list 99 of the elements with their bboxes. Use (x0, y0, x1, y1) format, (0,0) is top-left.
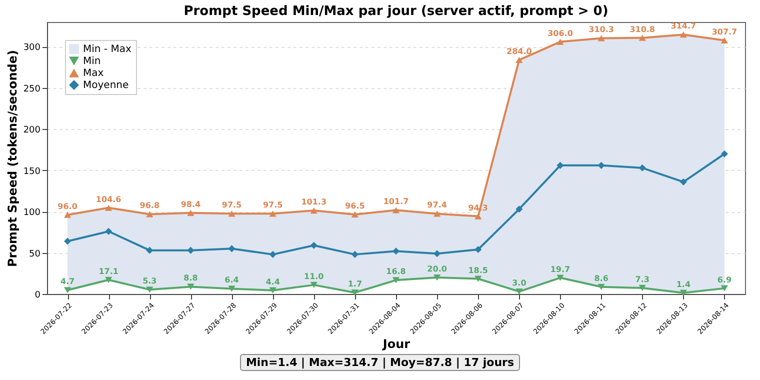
data-label: 97.5 (222, 200, 242, 210)
data-label: 101.7 (383, 197, 409, 206)
data-label: 6.4 (224, 276, 240, 285)
point (105, 204, 112, 211)
point (434, 250, 441, 258)
point (598, 35, 605, 42)
point (146, 286, 154, 293)
data-label: 19.7 (550, 264, 570, 274)
data-label: 310.3 (588, 25, 614, 34)
text: Min=1.4 | Max=314.7 | Moy=87.8 | 17 jours (240, 354, 520, 371)
data-label: 16.8 (386, 267, 406, 276)
point (556, 38, 564, 45)
point (351, 211, 358, 218)
data-label: 307.7 (712, 27, 738, 36)
data-label: 17.1 (98, 266, 119, 276)
legend-label: Min (83, 56, 101, 67)
data-label: 3.0 (512, 278, 527, 288)
point (638, 34, 646, 41)
point (392, 248, 400, 255)
point (310, 242, 318, 249)
point (351, 250, 358, 258)
point (516, 206, 523, 213)
data-label: 4.7 (60, 277, 75, 286)
data-label: 101.3 (301, 198, 327, 207)
data-label: 11.0 (304, 272, 324, 281)
point (434, 274, 441, 281)
data-label: 5.3 (142, 276, 157, 286)
point (392, 207, 400, 214)
y-tick-label: 200 (23, 126, 41, 136)
y-axis-title: Prompt Speed (tokens/seconde) (5, 50, 20, 267)
data-label: 97.5 (262, 200, 284, 210)
chart-title: Prompt Speed Min/Max par jour (server actif, prompt > 0) (184, 4, 608, 19)
data-label: 96.5 (345, 201, 366, 210)
point (64, 212, 72, 218)
data-label: 8.6 (594, 274, 609, 283)
y-tick-label: 100 (23, 208, 41, 218)
data-label: 104.6 (96, 194, 122, 204)
point (146, 211, 154, 218)
point (392, 277, 400, 284)
data-label: 314.7 (670, 22, 696, 31)
data-label: 20.0 (427, 264, 448, 274)
data-label: 7.3 (635, 274, 650, 284)
x-axis-title: Jour (382, 337, 410, 352)
data-label: 284.0 (506, 46, 532, 56)
point (146, 246, 154, 254)
point (310, 207, 318, 214)
point (638, 284, 646, 292)
point (64, 287, 72, 294)
legend-label: Max (83, 68, 104, 79)
data-label: 1.4 (676, 280, 691, 289)
point (720, 150, 728, 158)
point (720, 37, 728, 44)
point (680, 32, 687, 38)
point (474, 246, 482, 254)
point (228, 286, 236, 292)
legend-label: Moyenne (83, 80, 129, 91)
point (187, 284, 194, 290)
point (228, 210, 236, 217)
point (638, 164, 646, 172)
point (598, 162, 605, 169)
point (516, 56, 523, 63)
point (474, 276, 482, 282)
point (434, 210, 441, 217)
point (228, 245, 236, 252)
point (680, 290, 687, 296)
y-tick-label: 50 (29, 249, 41, 260)
data-label: 97.4 (427, 200, 448, 210)
point (105, 228, 112, 235)
point (187, 246, 194, 254)
point (720, 285, 728, 292)
point (187, 210, 194, 216)
point (474, 213, 482, 220)
y-tick-label: 250 (23, 84, 41, 94)
data-label: 8.8 (184, 274, 198, 283)
point (516, 288, 523, 295)
point (105, 276, 112, 283)
point (64, 238, 72, 245)
point (351, 290, 358, 296)
data-label: 306.0 (548, 28, 574, 38)
point (269, 250, 276, 258)
data-label: 96.0 (58, 202, 78, 211)
point (680, 178, 687, 186)
point (269, 287, 276, 294)
point (598, 284, 605, 290)
data-label: 4.4 (266, 277, 280, 286)
data-label: 1.7 (348, 280, 362, 289)
y-tick-label: 150 (23, 166, 41, 177)
y-tick-label: 0 (34, 290, 41, 300)
point (310, 282, 318, 288)
data-label: 310.8 (630, 24, 656, 34)
point (556, 162, 564, 169)
legend-label: Min - Max (83, 44, 132, 55)
data-label: 96.8 (140, 201, 160, 210)
point (556, 274, 564, 281)
data-label: 6.9 (717, 275, 732, 284)
data-label: 18.5 (468, 266, 488, 275)
point (269, 210, 276, 217)
y-tick-label: 300 (23, 43, 41, 54)
data-label: 98.4 (180, 200, 202, 209)
